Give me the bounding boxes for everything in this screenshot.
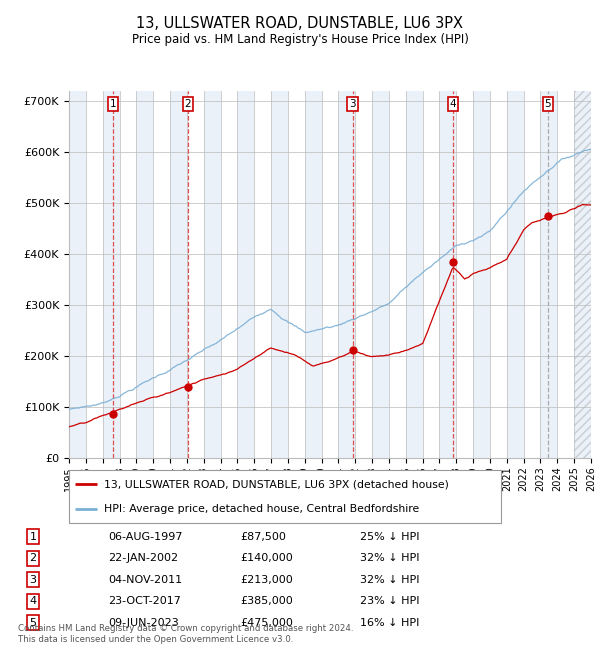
- Bar: [490, 91, 507, 458]
- Text: 32% ↓ HPI: 32% ↓ HPI: [360, 553, 419, 564]
- Bar: [541, 91, 557, 458]
- Bar: [507, 91, 524, 458]
- Text: 1: 1: [29, 532, 37, 542]
- Text: Price paid vs. HM Land Registry's House Price Index (HPI): Price paid vs. HM Land Registry's House …: [131, 32, 469, 46]
- Bar: [86, 91, 103, 458]
- Text: 09-JUN-2023: 09-JUN-2023: [108, 618, 179, 628]
- Text: £385,000: £385,000: [240, 596, 293, 606]
- Text: 32% ↓ HPI: 32% ↓ HPI: [360, 575, 419, 585]
- Bar: [322, 91, 338, 458]
- Bar: [406, 91, 422, 458]
- Text: 25% ↓ HPI: 25% ↓ HPI: [360, 532, 419, 542]
- Text: 04-NOV-2011: 04-NOV-2011: [108, 575, 182, 585]
- Text: 23-OCT-2017: 23-OCT-2017: [108, 596, 181, 606]
- Text: 3: 3: [349, 99, 356, 109]
- Bar: [153, 91, 170, 458]
- Bar: [524, 91, 541, 458]
- Bar: [473, 91, 490, 458]
- Text: Contains HM Land Registry data © Crown copyright and database right 2024.: Contains HM Land Registry data © Crown c…: [18, 624, 353, 633]
- Bar: [574, 91, 591, 458]
- Bar: [254, 91, 271, 458]
- FancyBboxPatch shape: [69, 470, 501, 523]
- Text: 5: 5: [545, 99, 551, 109]
- Bar: [389, 91, 406, 458]
- Bar: [187, 91, 204, 458]
- Bar: [288, 91, 305, 458]
- Text: 22-JAN-2002: 22-JAN-2002: [108, 553, 178, 564]
- Bar: [338, 91, 355, 458]
- Bar: [574, 91, 591, 458]
- Bar: [271, 91, 288, 458]
- Text: £140,000: £140,000: [240, 553, 293, 564]
- Text: This data is licensed under the Open Government Licence v3.0.: This data is licensed under the Open Gov…: [18, 634, 293, 644]
- Bar: [557, 91, 574, 458]
- Text: £87,500: £87,500: [240, 532, 286, 542]
- Text: 5: 5: [29, 618, 37, 628]
- Text: 2: 2: [29, 553, 37, 564]
- Bar: [204, 91, 221, 458]
- Bar: [69, 91, 86, 458]
- Text: 13, ULLSWATER ROAD, DUNSTABLE, LU6 3PX (detached house): 13, ULLSWATER ROAD, DUNSTABLE, LU6 3PX (…: [104, 479, 448, 489]
- Bar: [103, 91, 119, 458]
- Text: 06-AUG-1997: 06-AUG-1997: [108, 532, 182, 542]
- Text: 13, ULLSWATER ROAD, DUNSTABLE, LU6 3PX: 13, ULLSWATER ROAD, DUNSTABLE, LU6 3PX: [137, 16, 464, 31]
- Text: 2: 2: [185, 99, 191, 109]
- Text: 1: 1: [109, 99, 116, 109]
- Bar: [119, 91, 136, 458]
- Bar: [136, 91, 153, 458]
- Bar: [422, 91, 439, 458]
- Bar: [372, 91, 389, 458]
- Text: HPI: Average price, detached house, Central Bedfordshire: HPI: Average price, detached house, Cent…: [104, 504, 419, 514]
- Text: 4: 4: [450, 99, 457, 109]
- Text: 16% ↓ HPI: 16% ↓ HPI: [360, 618, 419, 628]
- Bar: [221, 91, 238, 458]
- Bar: [456, 91, 473, 458]
- Text: £213,000: £213,000: [240, 575, 293, 585]
- Text: £475,000: £475,000: [240, 618, 293, 628]
- Text: 23% ↓ HPI: 23% ↓ HPI: [360, 596, 419, 606]
- Bar: [305, 91, 322, 458]
- Text: 3: 3: [29, 575, 37, 585]
- Text: 4: 4: [29, 596, 37, 606]
- Bar: [439, 91, 456, 458]
- Bar: [238, 91, 254, 458]
- Bar: [170, 91, 187, 458]
- Bar: [355, 91, 372, 458]
